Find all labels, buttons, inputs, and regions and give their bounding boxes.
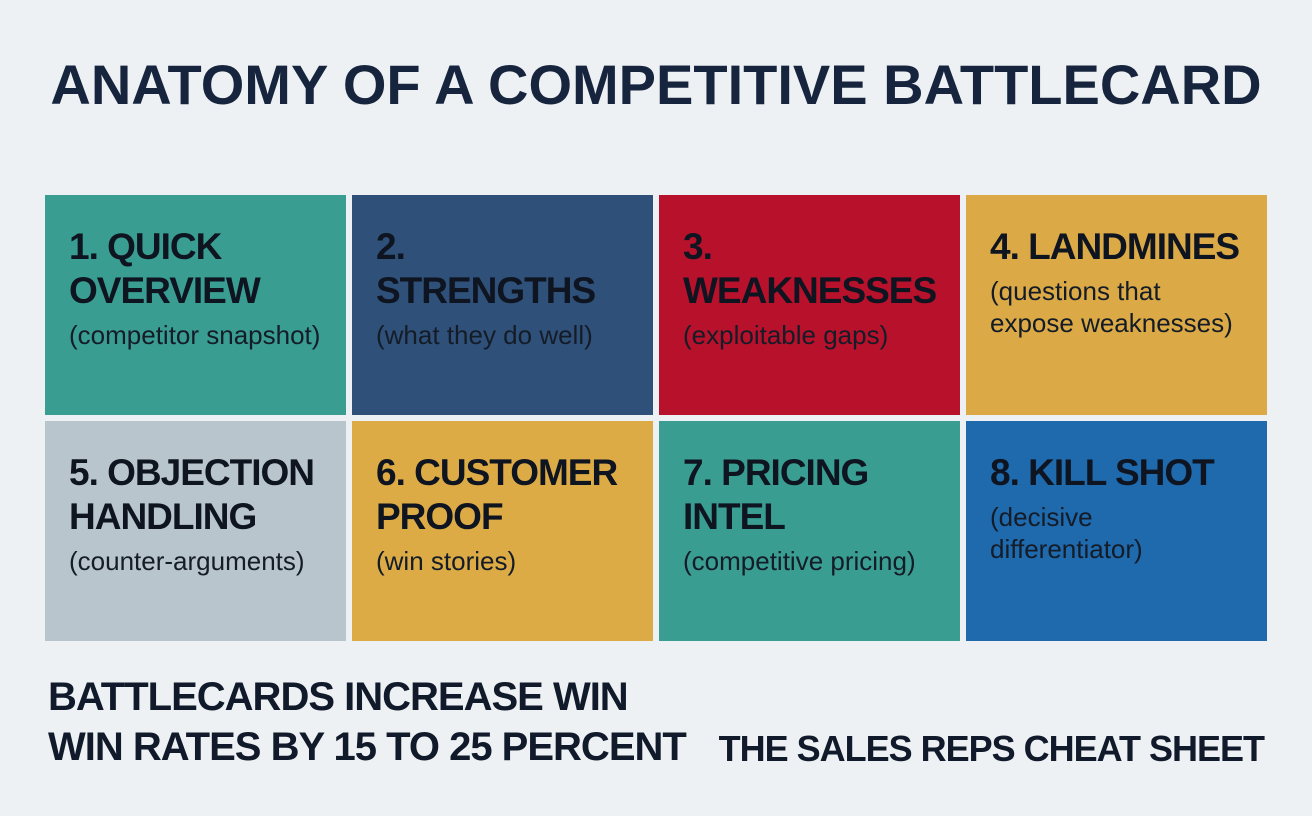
- footer-line: BATTLECARDS INCREASE WIN: [48, 675, 629, 719]
- card-subtitle: (win stories): [376, 546, 517, 576]
- card: 7. PRICING INTEL (competitive pricing): [659, 421, 960, 641]
- card-subtitle: (decisive differentiator): [990, 502, 1143, 564]
- card-subtitle: (exploitable gaps): [683, 320, 889, 350]
- card-subtitle: (what they do well): [376, 320, 593, 350]
- card-heading: 4. LANDMINES: [990, 226, 1240, 267]
- footer-tagline: THE SALES REPS CHEAT SHEET: [718, 728, 1265, 769]
- card-heading: 8. KILL SHOT: [990, 452, 1215, 493]
- card-heading: 1. QUICK OVERVIEW: [69, 226, 261, 311]
- card-subtitle: (counter-arguments): [69, 546, 305, 576]
- footer-stat: BATTLECARDS INCREASE WIN WIN RATES BY 15 …: [48, 672, 687, 772]
- card: 2. STRENGTHS (what they do well): [352, 195, 653, 415]
- card-heading: 7. PRICING INTEL: [683, 452, 869, 537]
- card-subtitle: (questions that expose weaknesses): [990, 276, 1233, 338]
- card: 8. KILL SHOT (decisive differentiator): [966, 421, 1267, 641]
- card: 5. OBJECTION HANDLING (counter-arguments): [45, 421, 346, 641]
- card: 3. WEAKNESSES (exploitable gaps): [659, 195, 960, 415]
- card-heading: 3. WEAKNESSES: [683, 226, 937, 311]
- card-subtitle: (competitive pricing): [683, 546, 916, 576]
- card-grid: 1. QUICK OVERVIEW (competitor snapshot) 2.…: [45, 195, 1267, 641]
- card: 4. LANDMINES (questions that expose weakn…: [966, 195, 1267, 415]
- card: 6. CUSTOMER PROOF (win stories): [352, 421, 653, 641]
- title: ANATOMY OF A COMPETITIVE BATTLECARD: [50, 53, 1262, 116]
- card-heading: 2. STRENGTHS: [376, 226, 596, 311]
- footer-line: WIN RATES BY 15 TO 25 PERCENT: [48, 725, 687, 769]
- card-heading: 5. OBJECTION HANDLING: [69, 452, 315, 537]
- card-heading: 6. CUSTOMER PROOF: [376, 452, 618, 537]
- card: 1. QUICK OVERVIEW (competitor snapshot): [45, 195, 346, 415]
- card-subtitle: (competitor snapshot): [69, 320, 321, 350]
